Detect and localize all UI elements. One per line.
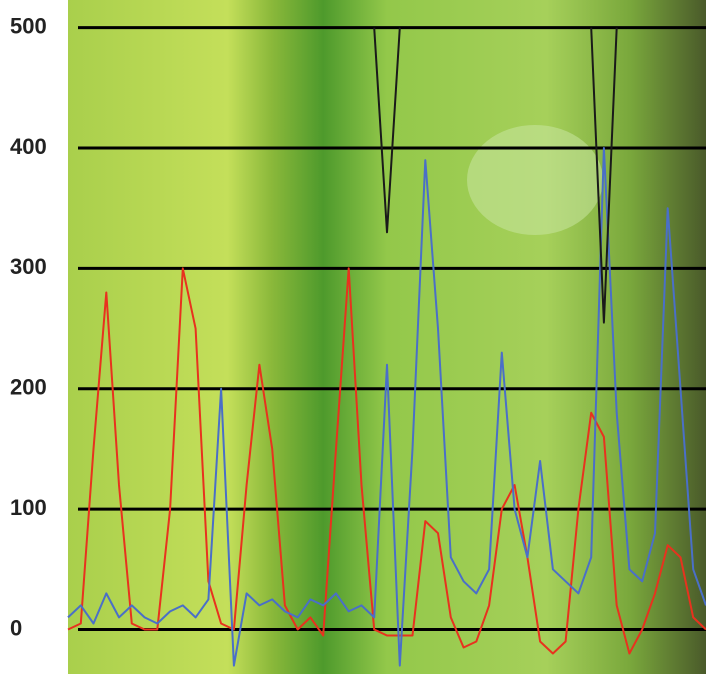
- water-drop: [467, 125, 603, 235]
- page: {"chart_data": {"type": "line", "x": [0,…: [0, 0, 706, 674]
- y-tick-label: 200: [10, 375, 47, 400]
- y-tick-label: 0: [10, 615, 22, 640]
- y-tick-label: 300: [10, 254, 47, 279]
- chart: 0 100 200 300 400 500: [0, 0, 706, 674]
- y-tick-label: 100: [10, 495, 47, 520]
- y-tick-label: 400: [10, 134, 47, 159]
- y-tick-label: 500: [10, 13, 47, 38]
